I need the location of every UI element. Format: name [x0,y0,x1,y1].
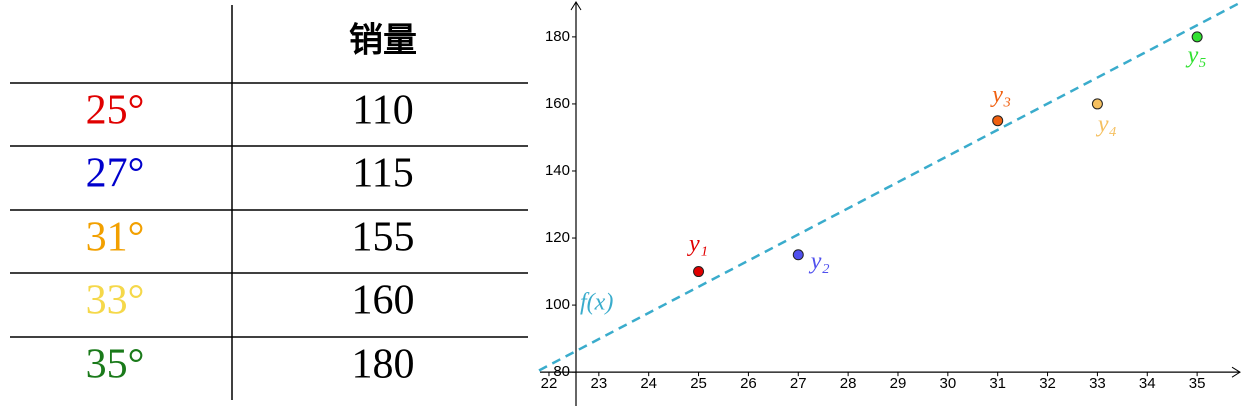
x-tick-label: 32 [1039,375,1056,392]
x-tick-label: 31 [989,375,1006,392]
point-label: y₂ [809,248,830,274]
table-header: 销量 [349,21,417,61]
point-label: y₅ [1186,42,1207,68]
x-tick-label: 33 [1089,375,1106,392]
x-tick-label: 26 [740,375,757,392]
x-tick-label: 22 [541,375,558,392]
x-tick-label: 28 [840,375,857,392]
fit-line [538,0,1242,372]
point-label: y₃ [990,82,1011,108]
y-tick-label: 120 [545,229,570,246]
point [693,266,705,278]
row-value: 160 [352,278,415,324]
x-tick-label: 35 [1189,375,1206,392]
row-label: 27° [86,151,145,197]
row-value: 155 [352,215,415,261]
x-tick-label: 27 [790,375,807,392]
row-label: 35° [86,342,145,388]
row-value: 110 [352,88,413,134]
point [1091,98,1103,110]
row-label: 33° [86,278,145,324]
y-axis-arrow [570,1,582,11]
point-label: y₁ [687,231,708,257]
x-tick-label: 25 [690,375,707,392]
x-tick-label: 24 [640,375,657,392]
point [992,115,1004,127]
row-value: 115 [352,151,413,197]
x-axis-arrow [1231,366,1241,378]
point [1191,31,1203,43]
x-tick-label: 23 [590,375,607,392]
row-label: 31° [86,215,145,261]
x-tick-label: 30 [939,375,956,392]
point [792,249,804,261]
y-tick-label: 80 [553,363,570,380]
y-tick-label: 180 [545,28,570,45]
line-label: f(x) [580,290,613,316]
y-tick-label: 100 [545,296,570,313]
row-value: 180 [352,342,415,388]
y-tick-label: 140 [545,162,570,179]
x-tick-label: 29 [890,375,907,392]
y-tick-label: 160 [545,95,570,112]
point-label: y₄ [1096,111,1117,137]
x-tick-label: 34 [1139,375,1156,392]
row-label: 25° [86,88,145,134]
